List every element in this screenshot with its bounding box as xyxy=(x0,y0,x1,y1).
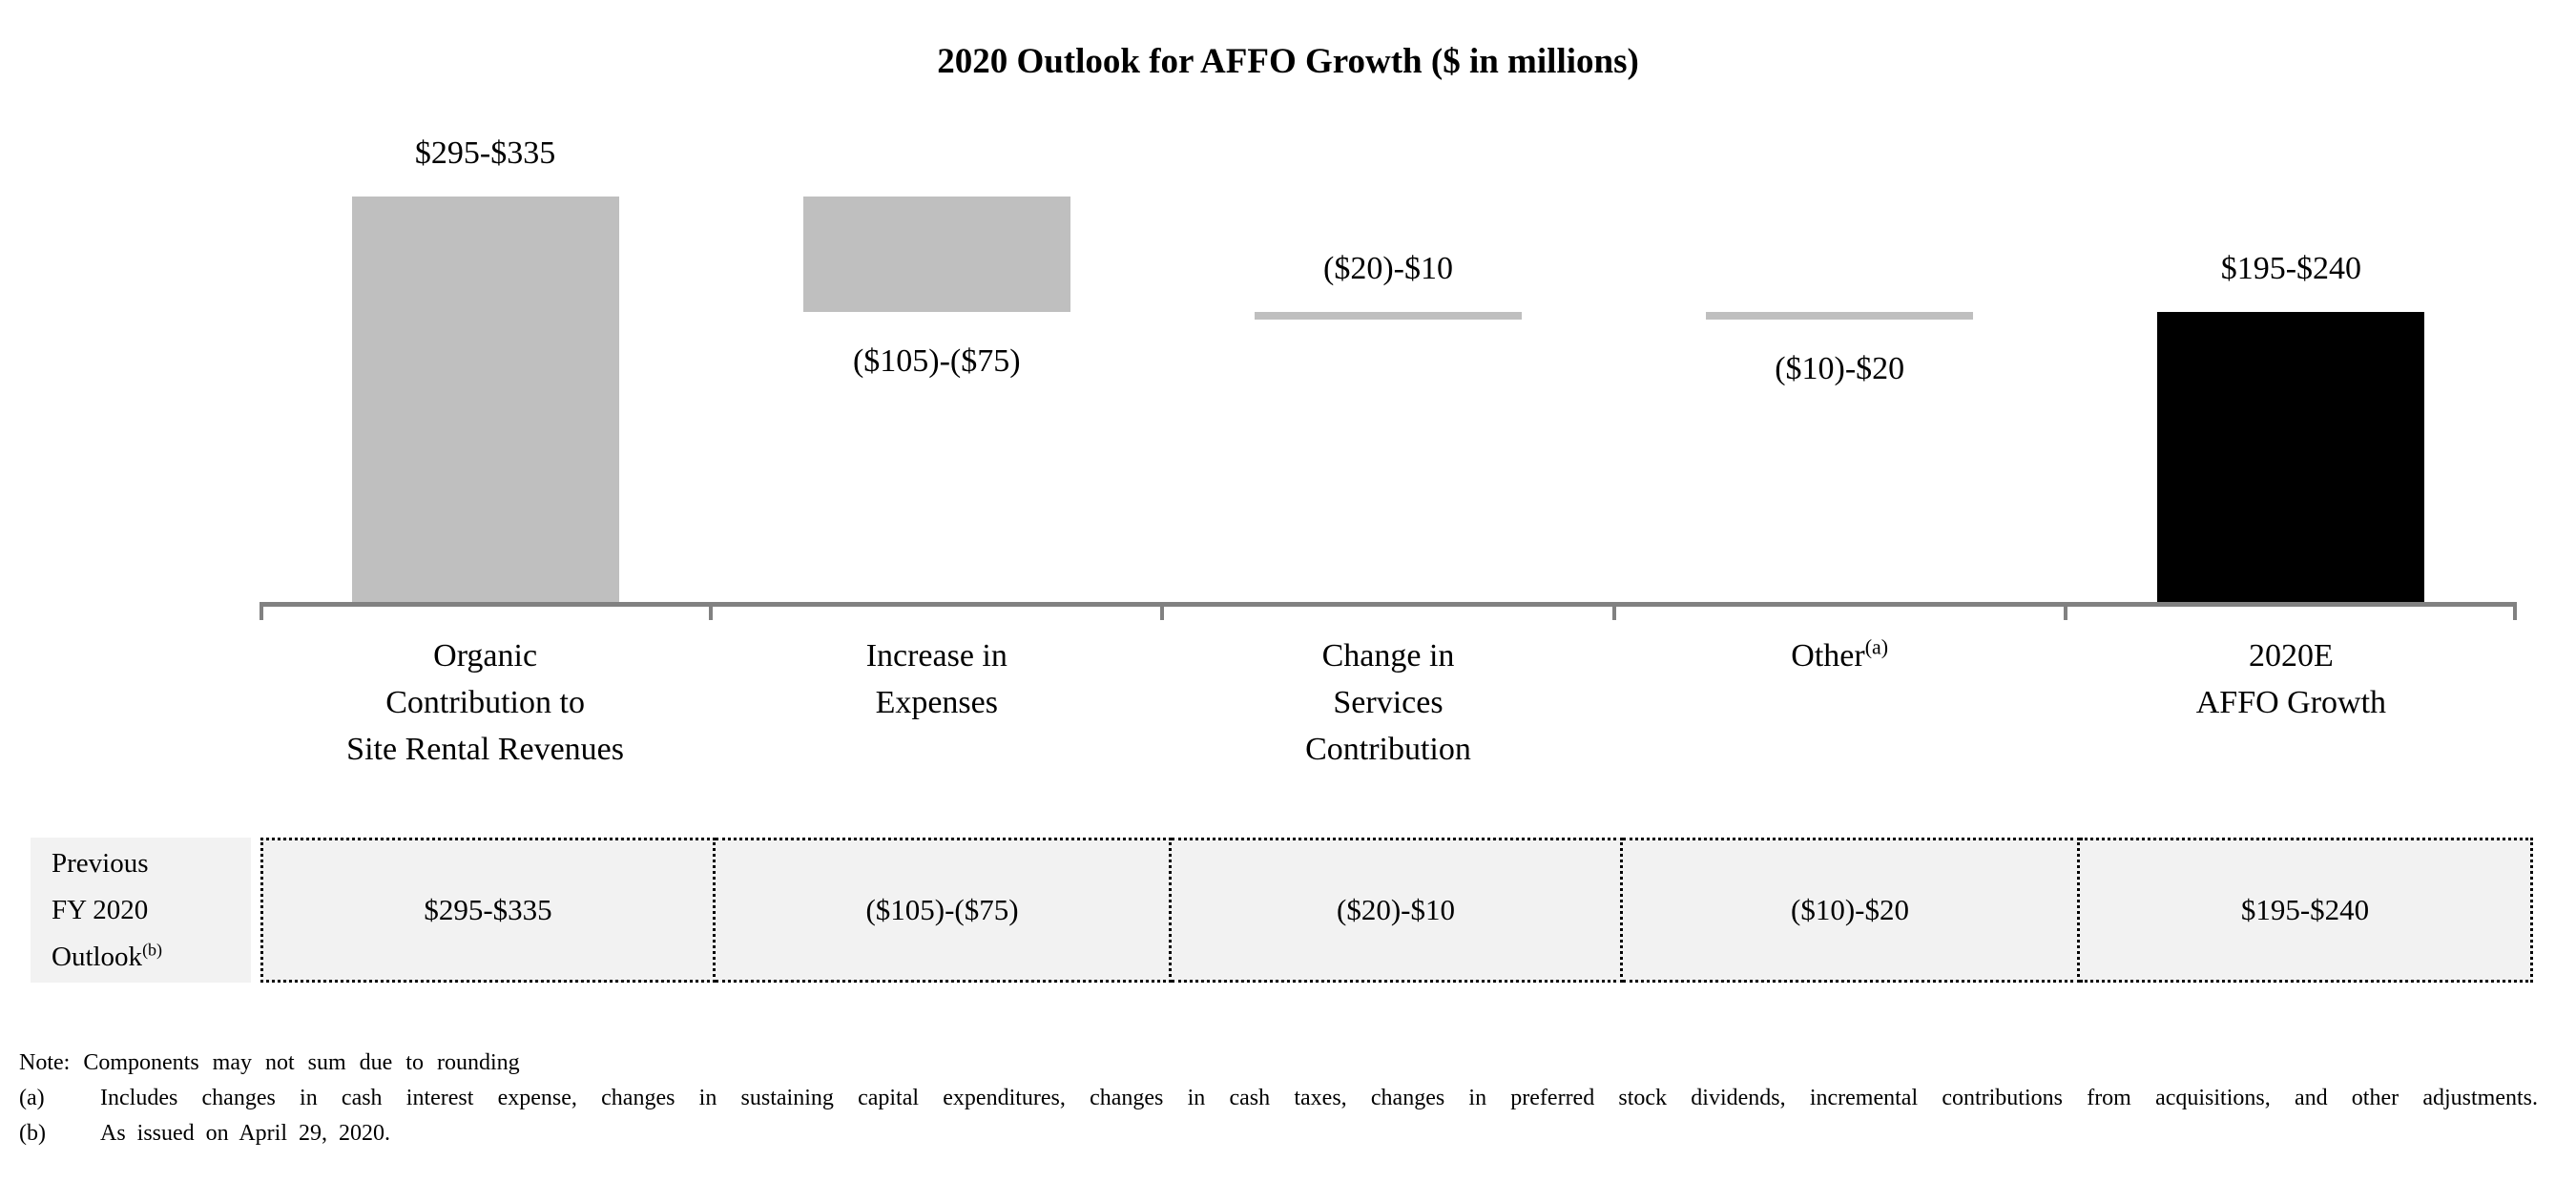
bar-value-label-1: $295-$335 xyxy=(414,135,556,171)
previous-outlook-table: Previous FY 2020 Outlook(b) $295-$335 ($1… xyxy=(0,838,2576,983)
bar-3 xyxy=(1255,312,1522,321)
x-axis-line xyxy=(260,602,2517,607)
bar-value-label-2: ($105)-($75) xyxy=(852,343,1021,380)
category-line: AFFO Growth xyxy=(2195,685,2387,720)
category-label-3: Change in Services Contribution xyxy=(1162,632,1613,773)
table-row-label: Previous FY 2020 Outlook(b) xyxy=(31,838,251,983)
table-cell-5: $195-$240 xyxy=(2080,838,2533,983)
footnote-a-text: Includes changes in cash interest expens… xyxy=(100,1086,2538,1110)
x-axis-tick xyxy=(1160,602,1165,620)
category-line: Services xyxy=(1333,685,1444,720)
waterfall-plot-area: $295-$335 Organic Contribution to Site Rent… xyxy=(260,135,2517,773)
bar-5 xyxy=(2157,312,2425,602)
category-label-5: 2020E AFFO Growth xyxy=(2066,632,2517,726)
category-line: Other(a) xyxy=(1791,634,1889,674)
category-line: Contribution xyxy=(1305,732,1471,767)
category-line: Site Rental Revenues xyxy=(346,732,624,767)
footnote-ref-b: (b) xyxy=(142,939,163,959)
table-cell-2: ($105)-($75) xyxy=(716,838,1172,983)
footnote-b: (b) As issued on April 29, 2020. xyxy=(19,1116,2538,1151)
bar-1 xyxy=(351,197,619,602)
bar-value-label-4: ($10)-$20 xyxy=(1775,351,1905,387)
category-line: 2020E xyxy=(2249,638,2334,674)
footnotes: Note: Components may not sum due to roun… xyxy=(19,1046,2538,1151)
bar-2 xyxy=(802,197,1070,313)
category-label-2: Increase in Expenses xyxy=(711,632,1162,726)
bar-value-label-5: $195-$240 xyxy=(2220,251,2362,287)
rounding-note: Note: Components may not sum due to roun… xyxy=(19,1050,520,1075)
footnote-b-marker: (b) xyxy=(19,1121,46,1146)
footnote-b-text: As issued on April 29, 2020. xyxy=(100,1121,391,1146)
row-label-line: Previous xyxy=(52,847,149,879)
category-line: Contribution to xyxy=(385,685,585,720)
footnote-a: (a) Includes changes in cash interest ex… xyxy=(19,1081,2538,1116)
category-label-4: Other(a) xyxy=(1614,632,2066,679)
chart-title: 2020 Outlook for AFFO Growth ($ in milli… xyxy=(937,42,1639,81)
category-label-1: Organic Contribution to Site Rental Revenu… xyxy=(260,632,711,773)
bar-value-label-3: ($20)-$10 xyxy=(1323,251,1453,287)
category-line: Increase in xyxy=(865,638,1008,674)
footnote-ref-a: (a) xyxy=(1864,634,1889,659)
footnote-a-marker: (a) xyxy=(19,1086,45,1110)
x-axis-tick xyxy=(2513,602,2517,620)
x-axis-tick xyxy=(2063,602,2067,620)
category-line: Change in xyxy=(1321,638,1455,674)
x-axis-tick xyxy=(260,602,263,620)
table-cell-3: ($20)-$10 xyxy=(1172,838,1623,983)
x-axis-tick xyxy=(1611,602,1616,620)
table-cell-1: $295-$335 xyxy=(260,838,716,983)
bar-4 xyxy=(1706,312,1974,321)
row-label-line: Outlook(b) xyxy=(52,939,163,972)
category-line: Organic xyxy=(433,638,538,674)
row-label-line: FY 2020 xyxy=(52,894,149,925)
x-axis-tick xyxy=(709,602,714,620)
category-line: Expenses xyxy=(875,685,998,720)
table-cell-4: ($10)-$20 xyxy=(1623,838,2080,983)
